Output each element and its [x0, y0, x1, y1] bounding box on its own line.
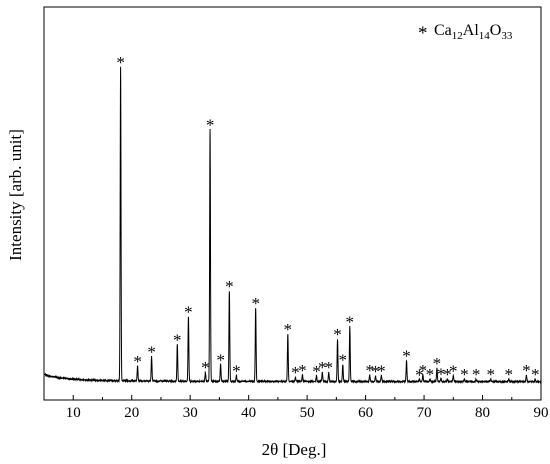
peak-marker: *: [346, 312, 355, 331]
peak-marker: *: [443, 365, 452, 384]
x-tick-label: 20: [124, 405, 139, 421]
legend-label-al: Al: [463, 22, 480, 39]
peak-marker: *: [522, 361, 531, 380]
peak-marker: *: [426, 365, 435, 384]
x-tick-label: 70: [417, 405, 432, 421]
peak-marker: *: [419, 361, 428, 380]
x-tick-label: 60: [358, 405, 373, 421]
legend: * Ca12Al14O33: [418, 22, 513, 44]
peak-marker: *: [325, 358, 334, 377]
peak-marker: *: [472, 365, 481, 384]
peak-marker: *: [291, 363, 300, 382]
peak-marker: *: [284, 320, 293, 339]
legend-label: Ca12Al14O33: [434, 22, 513, 42]
peak-marker: *: [318, 358, 327, 377]
peak-marker: *: [133, 352, 142, 371]
x-tick-label: 90: [534, 405, 549, 421]
peak-marker: *: [216, 350, 225, 369]
peak-marker: *: [147, 343, 156, 362]
peak-marker: *: [251, 294, 260, 313]
plot-frame: [43, 6, 542, 401]
x-tick-label: 30: [183, 405, 198, 421]
peak-marker: *: [505, 365, 514, 384]
peak-marker: *: [449, 362, 458, 381]
legend-label-al-sub: 14: [479, 30, 491, 42]
legend-label-o-sub: 33: [501, 30, 513, 42]
x-axis-label: 2θ [Deg.]: [262, 440, 327, 459]
x-tick-label: 40: [241, 405, 256, 421]
peak-marker: *: [298, 361, 307, 380]
peak-marker: *: [437, 364, 446, 383]
peak-marker: *: [339, 350, 348, 369]
legend-label-ca: Ca: [434, 22, 452, 39]
x-tick-label: 50: [300, 405, 315, 421]
legend-marker: *: [418, 23, 428, 44]
peak-marker: *: [402, 347, 411, 366]
peak-marker: *: [433, 354, 442, 373]
peak-marker: *: [333, 325, 342, 344]
peak-marker: *: [371, 362, 380, 381]
peak-marker: *: [116, 53, 125, 72]
peak-marker: *: [531, 365, 540, 384]
peak-marker: *: [415, 366, 424, 385]
peak-marker: *: [184, 303, 193, 322]
peak-marker: *: [312, 362, 321, 381]
x-tick-label: 10: [66, 405, 81, 421]
peak-marker: *: [225, 277, 234, 296]
peak-marker: *: [173, 331, 182, 350]
y-axis-label: Intensity [arb. unit]: [6, 129, 25, 261]
peak-marker: *: [460, 365, 469, 384]
peak-marker: *: [365, 361, 374, 380]
legend-label-o: O: [490, 22, 502, 39]
plot-area: ** ************ ***************** * * * * * *10 2…: [43, 6, 549, 421]
peak-marker: *: [486, 365, 495, 384]
peak-marker: *: [206, 115, 215, 134]
peak-marker: *: [201, 358, 210, 377]
peak-marker: *: [232, 362, 241, 381]
x-tick-label: 80: [475, 405, 490, 421]
xrd-trace: [43, 66, 542, 385]
peak-marker: *: [377, 362, 386, 381]
legend-label-ca-sub: 12: [452, 30, 463, 42]
